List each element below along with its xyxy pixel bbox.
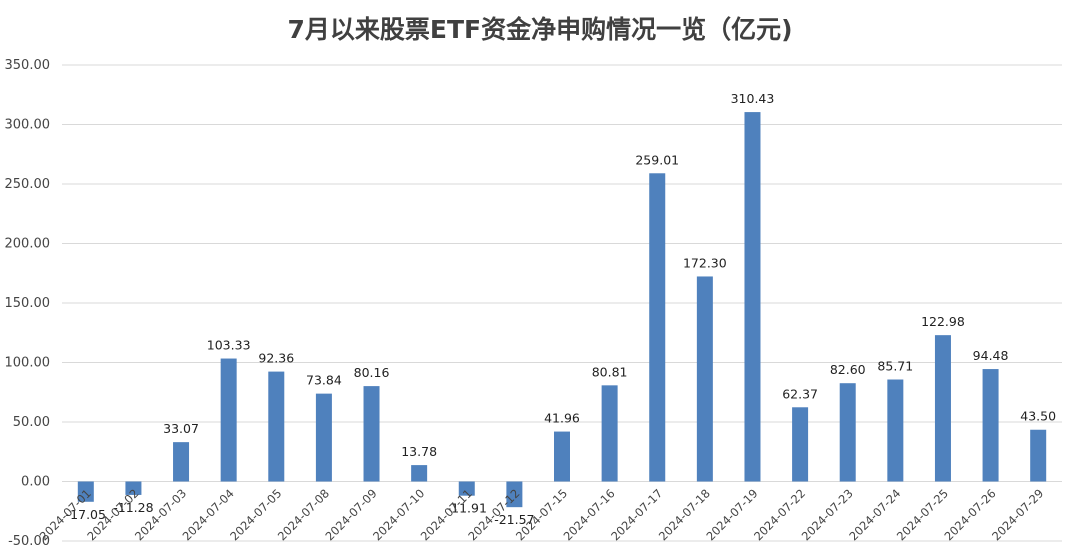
x-category-label: 2024-07-29 bbox=[989, 486, 1046, 543]
y-tick-label: 150.00 bbox=[5, 296, 51, 311]
data-label: 73.84 bbox=[306, 373, 342, 388]
bar bbox=[268, 371, 285, 482]
bar bbox=[315, 393, 332, 482]
data-label: 13.78 bbox=[401, 444, 437, 459]
data-label: 310.43 bbox=[731, 91, 775, 106]
bar bbox=[220, 358, 237, 482]
bar bbox=[934, 335, 951, 482]
bar bbox=[601, 385, 618, 482]
data-labels: -17.05 -11.28 33.07 103.33 92.36 73.84 80.16 13… bbox=[66, 91, 1056, 527]
bar bbox=[839, 383, 856, 482]
y-tick-label: 100.00 bbox=[5, 356, 51, 371]
y-tick-label: -50.00 bbox=[8, 534, 50, 549]
data-label: 43.50 bbox=[1020, 409, 1056, 424]
bar bbox=[1030, 429, 1047, 482]
bar bbox=[77, 481, 94, 502]
y-tick-label: 200.00 bbox=[5, 237, 51, 252]
bar bbox=[696, 276, 713, 482]
data-label: -11.28 bbox=[113, 500, 153, 515]
bar bbox=[744, 112, 761, 482]
bar bbox=[458, 481, 475, 496]
data-label: 82.60 bbox=[830, 362, 866, 377]
data-label: 80.81 bbox=[592, 364, 628, 379]
bar bbox=[982, 369, 999, 482]
bar bbox=[506, 481, 523, 508]
bar bbox=[792, 407, 809, 482]
data-label: 80.16 bbox=[354, 365, 390, 380]
data-label: 259.01 bbox=[635, 152, 679, 167]
bar bbox=[411, 465, 428, 482]
bar bbox=[649, 173, 666, 482]
data-label: 62.37 bbox=[782, 386, 818, 401]
data-label: 172.30 bbox=[683, 255, 727, 270]
y-axis-ticks: -50.00 0.00 50.00 100.00 150.00 200.00 250.00 3… bbox=[5, 58, 51, 549]
bar bbox=[554, 431, 570, 482]
bar bbox=[363, 386, 380, 482]
data-label: -17.05 bbox=[66, 507, 106, 522]
data-label: 103.33 bbox=[207, 338, 251, 353]
y-tick-label: 0.00 bbox=[21, 475, 50, 490]
y-tick-label: 300.00 bbox=[5, 118, 51, 133]
bar bbox=[173, 442, 190, 482]
data-label: 92.36 bbox=[258, 351, 294, 366]
data-label: -21.57 bbox=[494, 512, 534, 527]
data-label: 85.71 bbox=[877, 359, 913, 374]
y-tick-label: 250.00 bbox=[5, 177, 51, 192]
x-axis-categories: 2024-07-012024-07-022024-07-032024-07-04… bbox=[37, 486, 1047, 543]
y-tick-label: 350.00 bbox=[5, 58, 51, 73]
data-label: 33.07 bbox=[163, 421, 199, 436]
data-label: 122.98 bbox=[921, 314, 965, 329]
data-label: 41.96 bbox=[544, 411, 580, 426]
data-label: 94.48 bbox=[973, 348, 1009, 363]
chart-title: 7月以来股票ETF资金净申购情况一览（亿元) bbox=[287, 15, 792, 44]
data-label: -11.91 bbox=[447, 501, 487, 516]
bar bbox=[887, 379, 904, 482]
bar bbox=[125, 481, 142, 495]
y-tick-label: 50.00 bbox=[13, 415, 50, 430]
bars bbox=[77, 112, 1047, 508]
